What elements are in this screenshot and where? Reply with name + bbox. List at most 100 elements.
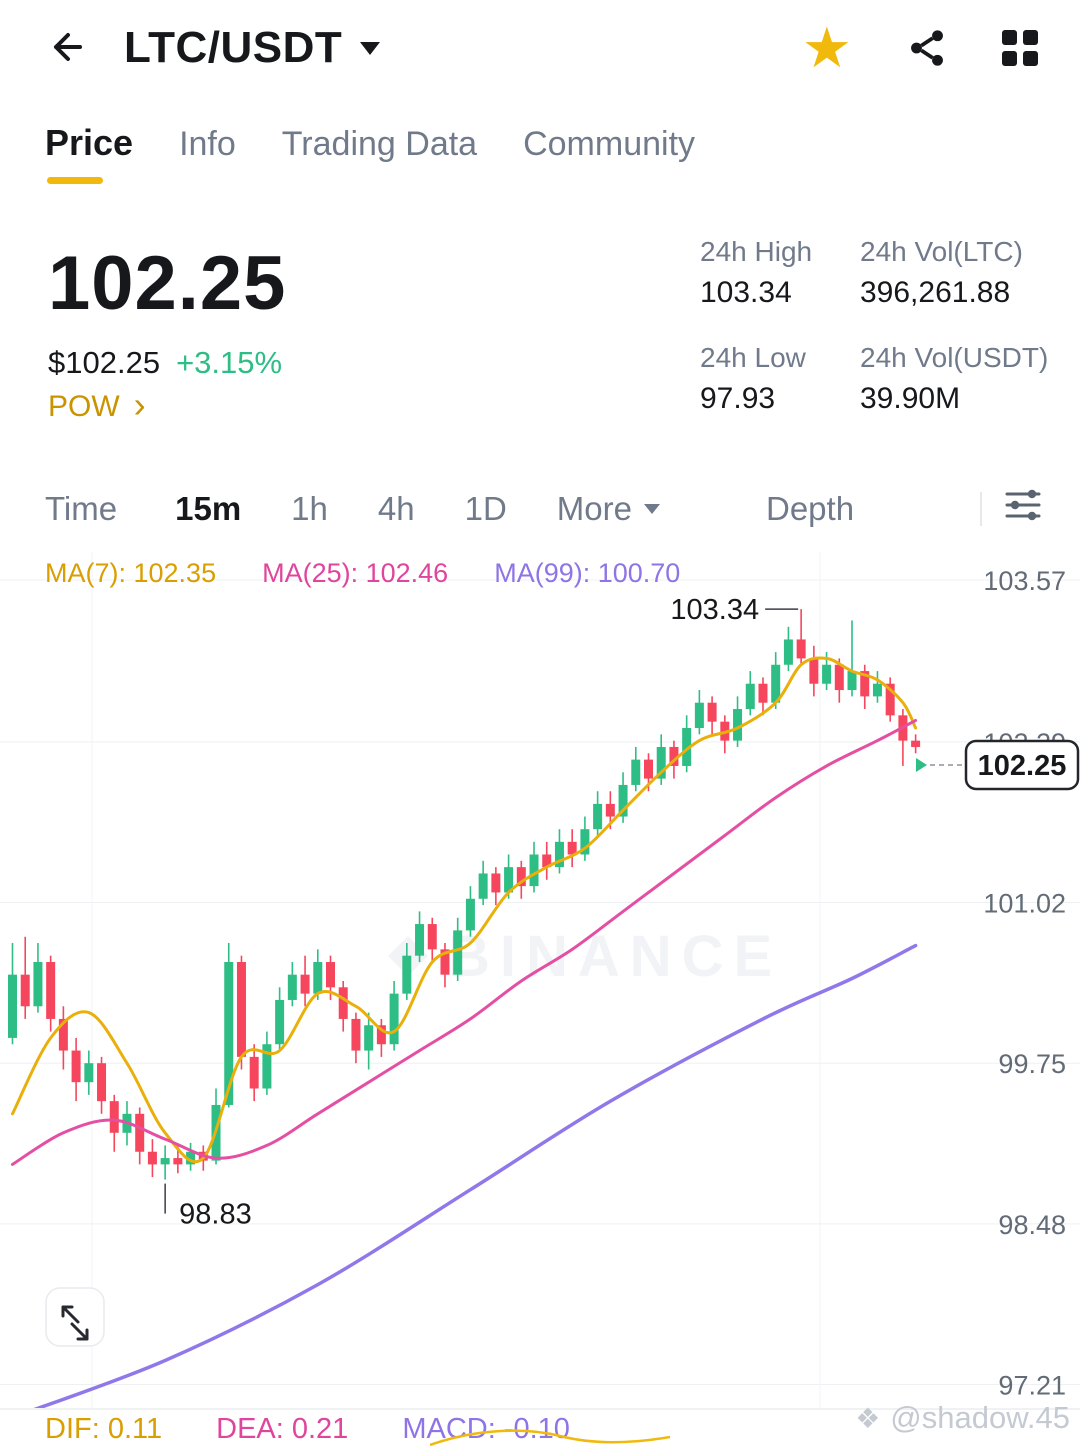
tab-community-label: Community [523, 125, 696, 163]
timebar-right [980, 488, 1080, 530]
candle-body [758, 683, 768, 703]
fiat-price: $102.25 [48, 345, 161, 380]
ma-line-ma99 [33, 943, 918, 1408]
macd-dif-label: DIF: 0.11 [45, 1413, 163, 1445]
candle-body [656, 746, 666, 779]
current-price-marker [916, 757, 927, 772]
interval-4h[interactable]: 4h [377, 490, 415, 527]
candle-body [783, 639, 793, 665]
ma25-label: MA(25): 102.46 [262, 558, 449, 588]
candle-body [682, 727, 692, 766]
candle-body [834, 664, 844, 691]
interval-15m[interactable]: 15m [175, 490, 242, 527]
chevron-down-icon [360, 41, 381, 55]
ma99-label: MA(99): 100.70 [494, 558, 681, 588]
pow-tag[interactable]: POW › [48, 384, 146, 425]
tab-price[interactable]: Price [45, 122, 133, 184]
y-axis-label: 97.21 [998, 1371, 1066, 1401]
grid-menu-icon[interactable] [1002, 30, 1038, 66]
candle-body [911, 740, 921, 747]
candle-body [186, 1151, 196, 1165]
candle-body [46, 962, 56, 1019]
candle-body [478, 873, 488, 899]
candle-body [440, 949, 450, 975]
candle-body [733, 709, 743, 741]
candle-body [644, 759, 653, 779]
candle-body [364, 1025, 374, 1051]
indicator-settings-icon[interactable] [1004, 488, 1042, 530]
candle-body [796, 639, 806, 659]
candle-body [300, 974, 310, 994]
pair-selector[interactable]: LTC/USDT [124, 23, 381, 73]
candle-body [618, 784, 628, 817]
pow-label: POW [48, 390, 120, 423]
tab-community[interactable]: Community [523, 125, 695, 184]
more-label: More [556, 490, 632, 527]
share-icon[interactable] [906, 27, 948, 69]
stat-24h-vol-ltc: 24h Vol(LTC) 396,261.88 [860, 236, 1048, 310]
candle-body [516, 867, 526, 887]
ma-line-ma25 [11, 718, 918, 1166]
interval-1h[interactable]: 1h [291, 490, 328, 527]
candle-body [135, 1113, 145, 1152]
back-button[interactable] [42, 25, 86, 72]
tab-trading-data[interactable]: Trading Data [282, 125, 477, 184]
stat-24h-low: 24h Low 97.93 [700, 342, 860, 416]
interval-1d[interactable]: 1D [464, 490, 507, 527]
candle-body [84, 1063, 94, 1083]
stat-value: 103.34 [700, 276, 792, 309]
stat-label: 24h Low [700, 342, 806, 373]
stat-24h-high: 24h High 103.34 [700, 236, 860, 310]
stat-label: 24h Vol(USDT) [860, 342, 1049, 373]
chevron-down-icon [643, 504, 660, 514]
tab-info-label: Info [179, 125, 236, 163]
candle-body [389, 993, 399, 1045]
header: LTC/USDT ★ [0, 0, 1080, 96]
candle-body [504, 867, 514, 893]
ma-indicator-row: MA(7): 102.35 MA(25): 102.46 MA(99): 100… [45, 558, 680, 589]
candle-body [236, 962, 246, 1057]
stat-24h-vol-usdt: 24h Vol(USDT) 39.90M [860, 342, 1048, 416]
high-annotation-label: 103.34 [670, 594, 759, 626]
candle-body [351, 1018, 361, 1051]
credit-logo-icon: ❖ [855, 1402, 881, 1434]
credit-watermark: ❖ @shadow.45 [855, 1400, 1070, 1436]
tab-bar: Price Info Trading Data Community [45, 122, 695, 184]
candle-body [262, 1044, 272, 1089]
candle-body [694, 702, 704, 728]
candle-body [20, 974, 30, 1007]
candle-body [275, 999, 285, 1045]
current-price-badge[interactable] [964, 739, 1080, 791]
candle-body [860, 671, 870, 697]
candle-body [529, 854, 539, 887]
candle-body [415, 924, 425, 956]
y-axis-label: 101.02 [983, 889, 1066, 919]
binance-watermark-text: BINANCE [448, 924, 782, 989]
candle-body [249, 1056, 259, 1089]
candle-body [109, 1101, 119, 1133]
fiat-price-row: $102.25 +3.15% [48, 345, 282, 381]
depth-button[interactable]: Depth [765, 490, 855, 527]
candle-body [453, 930, 463, 975]
candle-body [707, 702, 717, 722]
tab-trading-data-label: Trading Data [281, 125, 478, 163]
candle-body [542, 854, 552, 868]
credit-text: @shadow.45 [890, 1400, 1070, 1435]
price-chart[interactable]: BINANCE103.3498.83103.57102.29101.0299.7… [0, 552, 1080, 1408]
y-axis-label: 98.48 [998, 1210, 1066, 1240]
time-selector[interactable]: Time [45, 490, 118, 527]
stat-label: 24h High [700, 236, 813, 267]
active-tab-underline [47, 177, 103, 184]
candle-body [160, 1158, 170, 1165]
favorite-star-icon[interactable]: ★ [801, 16, 852, 79]
divider [980, 492, 982, 526]
candle-body [173, 1158, 183, 1165]
more-intervals-button[interactable]: More [557, 490, 660, 528]
tab-info[interactable]: Info [179, 125, 236, 184]
macd-dea-label: DEA: 0.21 [216, 1413, 349, 1445]
candle-body [224, 962, 234, 1105]
last-price: 102.25 [48, 241, 287, 326]
current-price-badge-label: 102.25 [978, 750, 1067, 782]
chevron-right-icon: › [133, 384, 146, 425]
